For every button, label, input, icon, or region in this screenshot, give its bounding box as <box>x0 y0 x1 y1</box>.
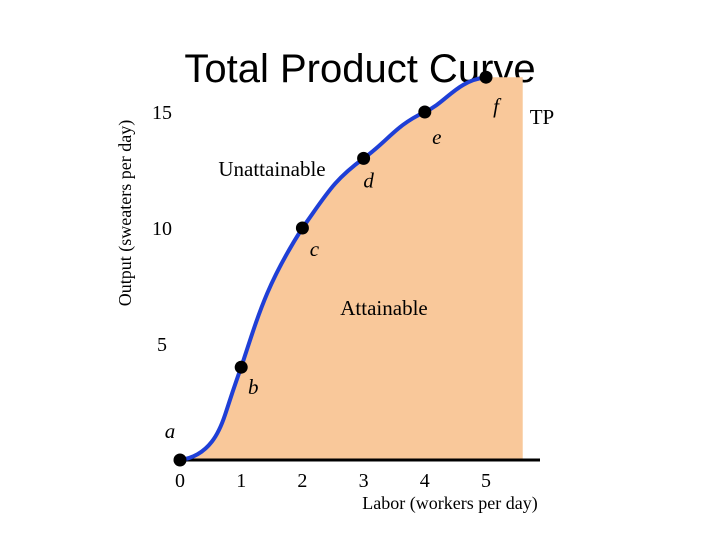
y-tick-label: 5 <box>157 334 167 356</box>
data-point-a <box>173 453 187 467</box>
point-label-b: b <box>248 375 259 399</box>
data-point-e <box>418 105 432 119</box>
point-label-f: f <box>493 94 502 118</box>
point-label-e: e <box>432 125 441 149</box>
point-label-d: d <box>363 168 374 192</box>
point-label-c: c <box>310 237 320 261</box>
y-axis-label: Output (sweaters per day) <box>115 120 136 306</box>
x-tick-label: 4 <box>420 470 430 492</box>
attainable-area <box>180 77 523 460</box>
unattainable-region-label: Unattainable <box>218 157 325 181</box>
x-tick-label: 1 <box>236 470 246 492</box>
y-tick-label: 10 <box>152 218 172 240</box>
x-tick-label: 0 <box>175 470 185 492</box>
data-point-c <box>295 221 309 235</box>
data-point-d <box>357 151 371 165</box>
x-tick-label: 2 <box>297 470 307 492</box>
x-tick-label: 5 <box>481 470 491 492</box>
data-points: a b c d e f <box>165 70 502 467</box>
data-point-b <box>234 360 248 374</box>
x-tick-label: 3 <box>359 470 369 492</box>
axis-ticks: 0 1 2 3 4 5 5 10 15 <box>152 102 491 492</box>
x-axis-label: Labor (workers per day) <box>362 493 537 514</box>
attainable-region-label: Attainable <box>340 296 427 320</box>
y-tick-label: 15 <box>152 102 172 124</box>
point-label-a: a <box>165 419 176 443</box>
tp-series-label: TP <box>530 105 555 129</box>
data-point-f <box>479 70 493 84</box>
